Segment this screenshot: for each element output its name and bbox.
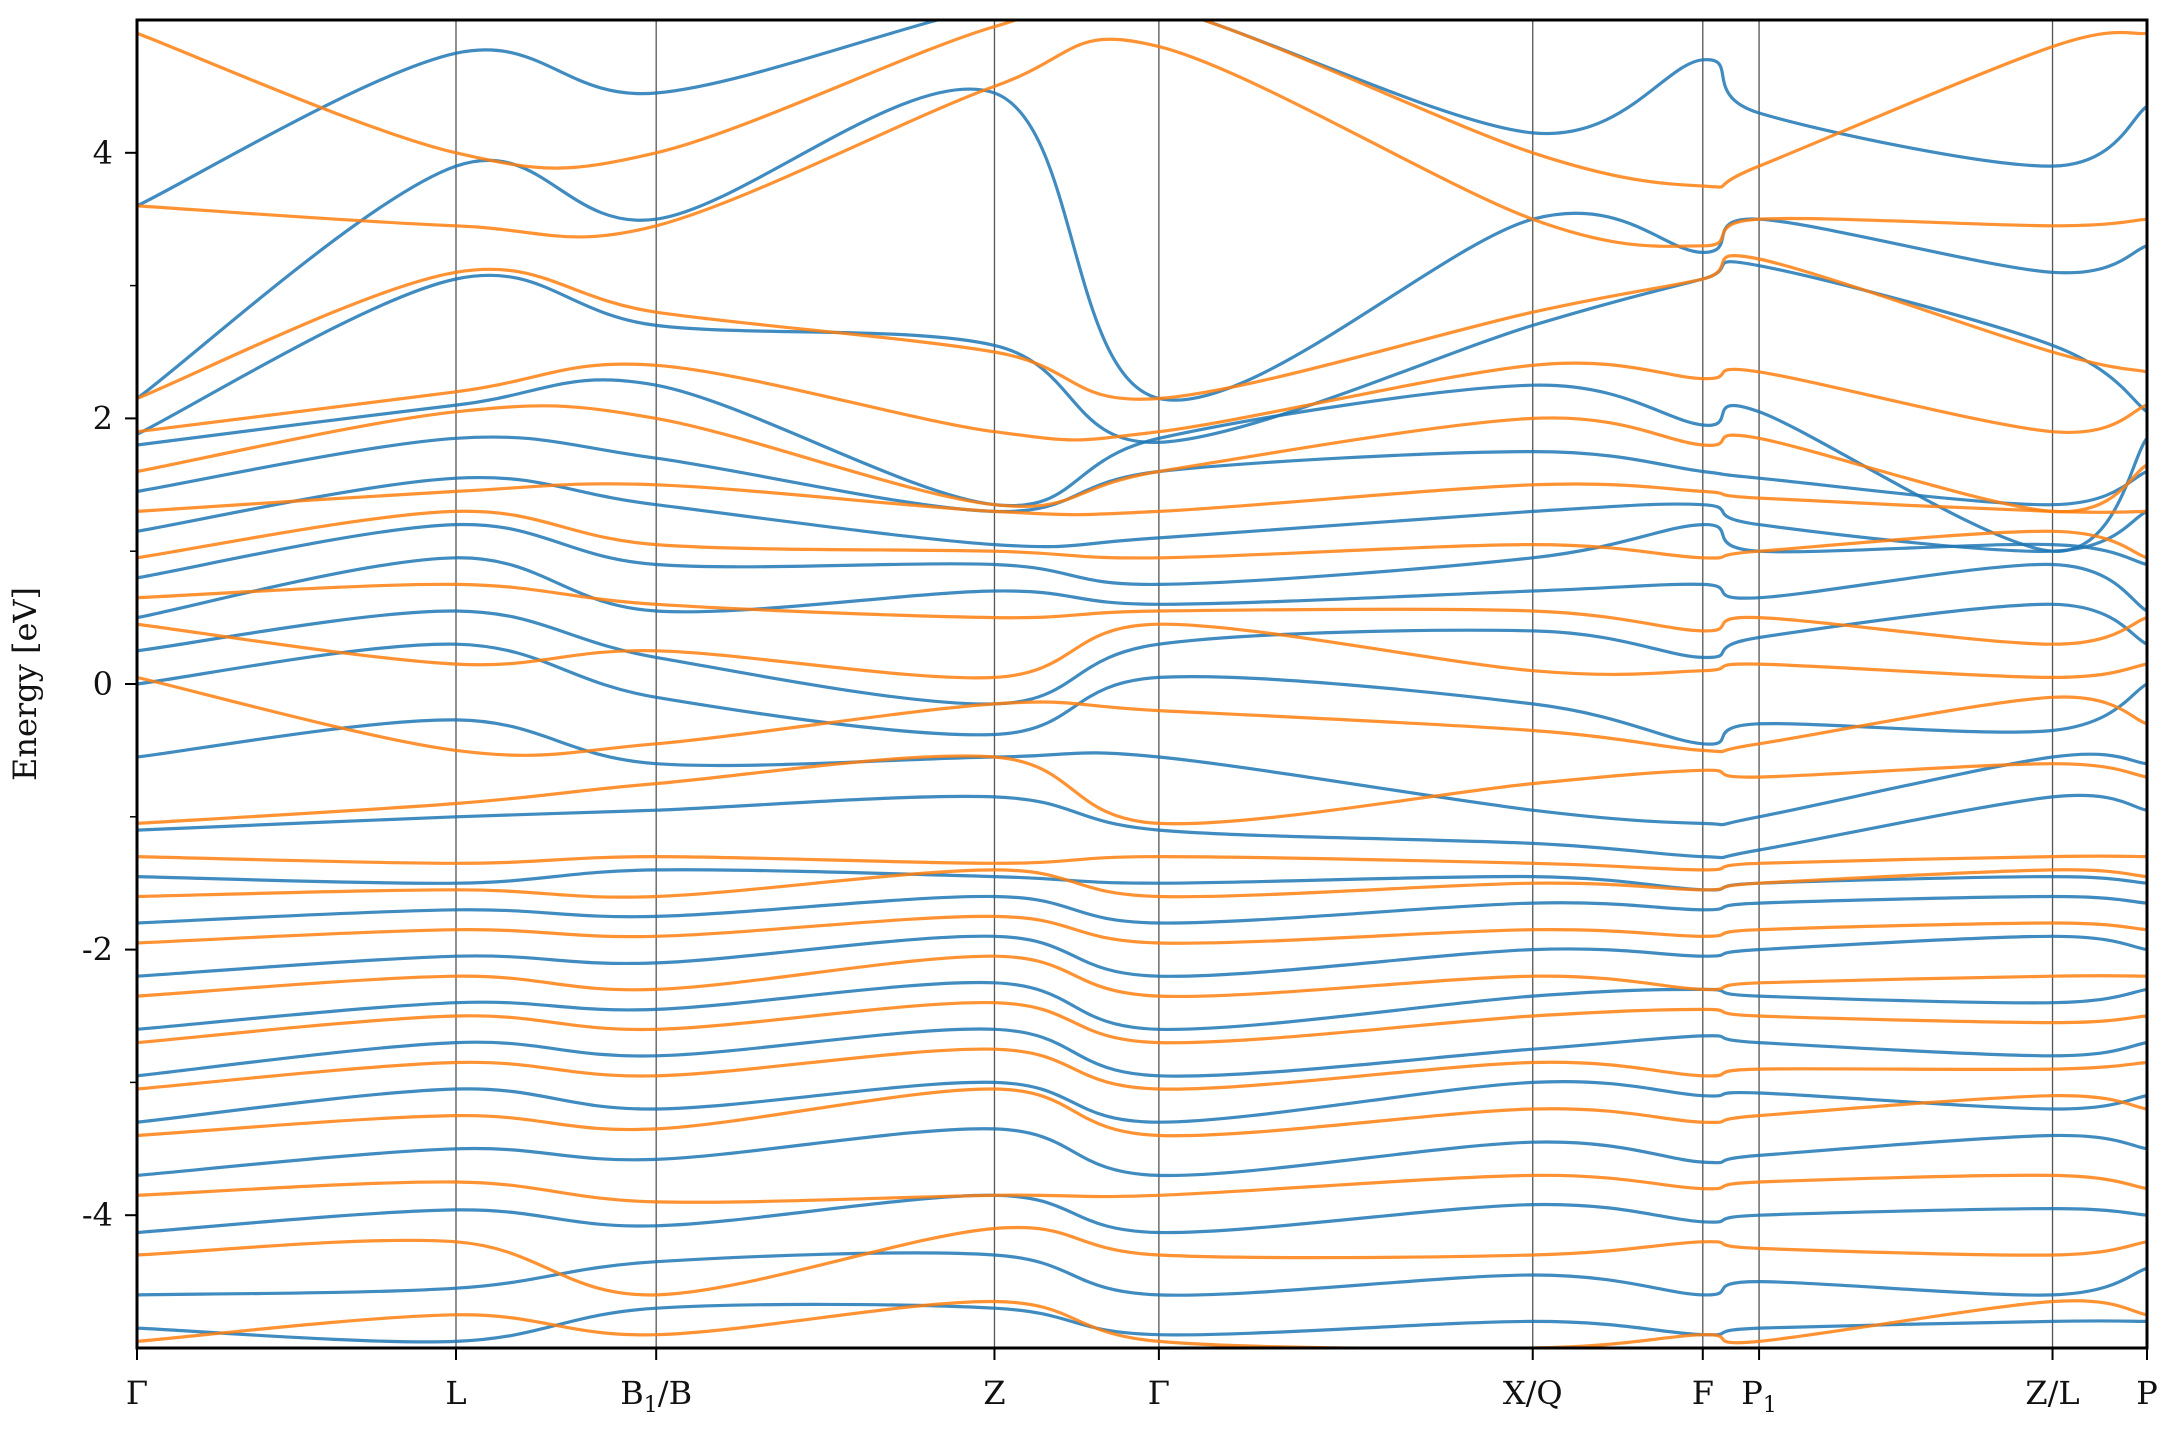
- band-line-s0-b6: [137, 894, 2147, 925]
- band-line-s0-b15: [137, 435, 2147, 514]
- band-line-s0-b5: [137, 934, 2147, 978]
- xtick-label-8: Z/L: [2025, 1374, 2079, 1412]
- band-line-s0-b9: [137, 718, 2147, 827]
- band-line-s1-b18: [137, 20, 2147, 189]
- band-line-s0-b3: [137, 1027, 2147, 1078]
- band-line-s1-b13: [137, 482, 2147, 517]
- xtick-label-7: P1: [1741, 1374, 1777, 1418]
- band-line-s0-b1: [137, 1127, 2147, 1178]
- ytick-label-2: 0: [93, 665, 113, 703]
- band-line-s1-b4: [137, 954, 2147, 999]
- band-line-s0-b21: [137, 1302, 2147, 1344]
- band-line-s1-b11: [137, 582, 2147, 646]
- band-line-s1-b0: [137, 1173, 2147, 1204]
- band-line-s0-b2: [137, 1080, 2147, 1124]
- band-line-s0-b11: [137, 602, 2147, 706]
- band-line-s1-b15: [137, 361, 2147, 442]
- xtick-label-2: B1/B: [620, 1374, 692, 1418]
- band-lines: [137, 20, 2147, 1348]
- ytick-label-3: 2: [93, 399, 113, 437]
- band-line-s0-b8: [137, 793, 2147, 860]
- band-line-s1-b16: [137, 254, 2147, 401]
- ytick-label-1: -2: [82, 931, 113, 969]
- band-line-s1-b19: [137, 1225, 2147, 1297]
- kpoint-gridlines: [455, 20, 2054, 1348]
- band-line-s1-b5: [137, 914, 2147, 945]
- band-line-s0-b10: [137, 642, 2147, 746]
- xtick-label-6: F: [1692, 1374, 1714, 1412]
- band-line-s0-b12: [137, 556, 2147, 620]
- band-line-s0-b17: [137, 260, 2147, 444]
- band-line-s0-b4: [137, 980, 2147, 1032]
- band-line-s1-b3: [137, 1000, 2147, 1045]
- band-line-s1-b14: [137, 404, 2147, 514]
- xtick-label-4: Γ: [1148, 1374, 1170, 1412]
- band-line-s1-b12: [137, 509, 2147, 560]
- band-line-s1-b9: [137, 675, 2147, 757]
- band-line-s1-b7: [137, 854, 2147, 872]
- xtick-label-9: P: [2136, 1374, 2158, 1412]
- band-line-s0-b13: [137, 522, 2147, 587]
- band-line-s1-b1: [137, 1087, 2147, 1138]
- band-line-s1-b10: [137, 622, 2147, 680]
- band-line-s0-b14: [137, 476, 2147, 553]
- xtick-label-5: X/Q: [1503, 1374, 1563, 1412]
- y-axis-label: Energy [eV]: [6, 587, 44, 781]
- xtick-label-3: Z: [983, 1374, 1005, 1412]
- band-line-s1-b2: [137, 1047, 2147, 1091]
- xtick-label-1: L: [445, 1374, 466, 1412]
- band-line-s1-b8: [137, 754, 2147, 826]
- y-axis: -4 -2 0 2 4: [82, 134, 137, 1234]
- band-line-s0-b0: [137, 1193, 2147, 1235]
- band-line-s0-b16: [137, 378, 2147, 553]
- x-axis: Γ L B1/B Z Γ X/Q F P1 Z/L P: [126, 1348, 2158, 1418]
- band-line-s1-b6: [137, 868, 2147, 899]
- ytick-label-0: -4: [82, 1196, 113, 1234]
- xtick-label-0: Γ: [126, 1374, 148, 1412]
- band-line-s1-b17: [137, 37, 2147, 248]
- band-line-s0-b20: [137, 1251, 2147, 1297]
- band-line-s1-b20: [137, 1299, 2147, 1348]
- ytick-label-4: 4: [93, 134, 113, 172]
